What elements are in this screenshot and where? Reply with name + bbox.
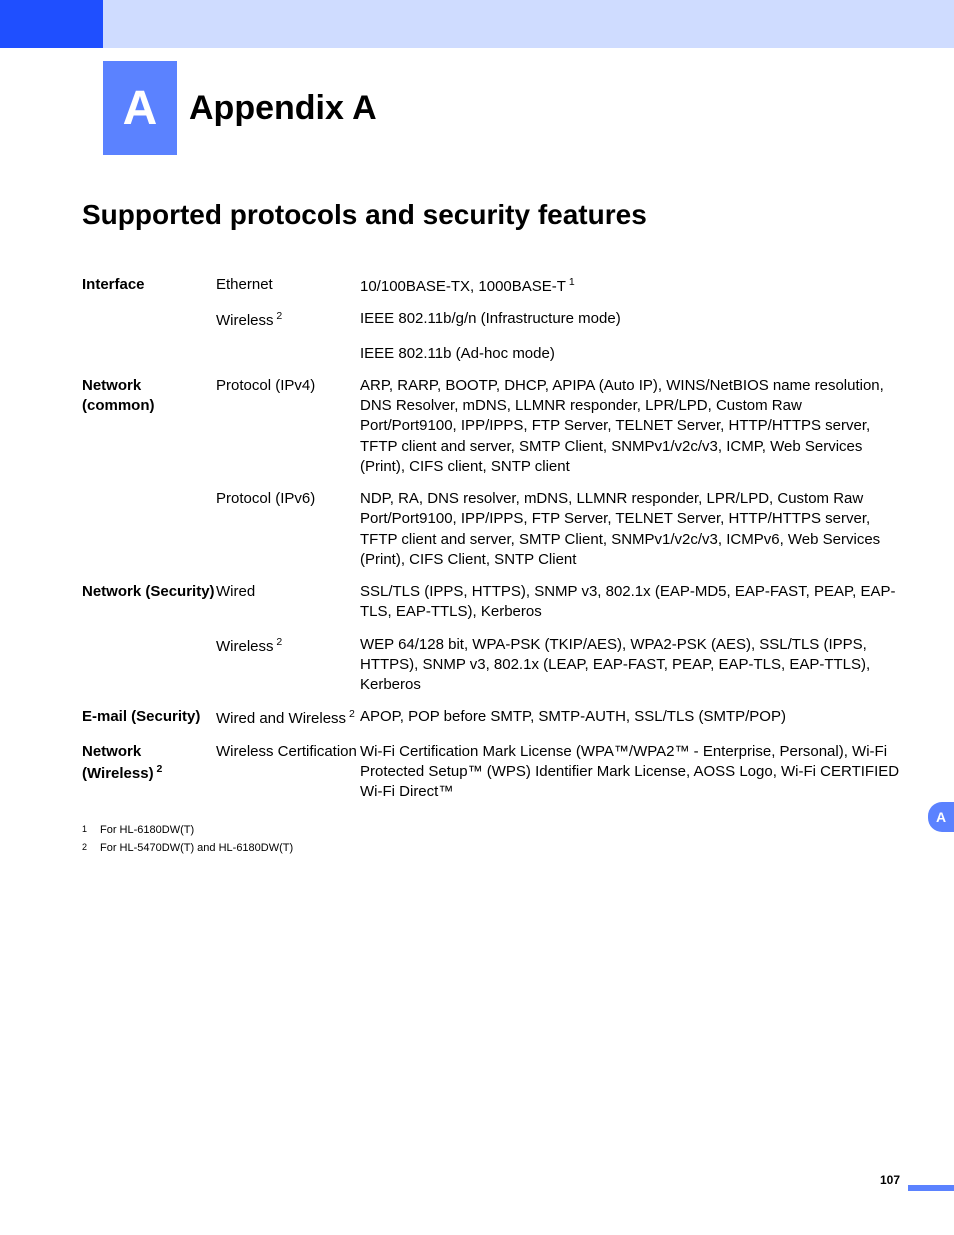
value-cell: NDP, RA, DNS resolver, mDNS, LLMNR respo…	[360, 489, 900, 570]
footnote-number: 1	[82, 824, 100, 836]
value-cell: 10/100BASE-TX, 1000BASE-T 1	[360, 275, 900, 297]
page-number-bar	[908, 1185, 954, 1191]
table-row: E-mail (Security)Wired and Wireless 2APO…	[82, 707, 900, 729]
header-blue-block	[0, 0, 103, 48]
side-tab: A	[928, 802, 954, 832]
category-cell	[82, 344, 216, 364]
appendix-badge: A	[103, 61, 177, 155]
value-cell: APOP, POP before SMTP, SMTP-AUTH, SSL/TL…	[360, 707, 900, 729]
subcategory-cell: Protocol (IPv6)	[216, 489, 360, 570]
footnote-text: For HL-6180DW(T)	[100, 824, 194, 836]
subcategory-cell: Wired	[216, 582, 360, 623]
category-cell	[82, 635, 216, 696]
header-bar	[0, 0, 954, 48]
page-content: A Appendix A Supported protocols and sec…	[0, 61, 954, 1235]
category-cell: E-mail (Security)	[82, 707, 216, 729]
section-heading: Supported protocols and security feature…	[82, 199, 954, 231]
category-cell: Interface	[82, 275, 216, 297]
table-row: Protocol (IPv6)NDP, RA, DNS resolver, mD…	[82, 489, 900, 570]
table-row: Network (Wireless) 2Wireless Certificati…	[82, 742, 900, 803]
footnote-text: For HL-5470DW(T) and HL-6180DW(T)	[100, 842, 293, 854]
table-row: InterfaceEthernet10/100BASE-TX, 1000BASE…	[82, 275, 900, 297]
subcategory-cell: Wireless 2	[216, 635, 360, 696]
footnote-number: 2	[82, 842, 100, 854]
table-row: IEEE 802.11b (Ad-hoc mode)	[82, 344, 900, 364]
title-row: A Appendix A	[103, 61, 954, 155]
table-row: Network (common)Protocol (IPv4)ARP, RARP…	[82, 376, 900, 477]
table-row: Wireless 2WEP 64/128 bit, WPA-PSK (TKIP/…	[82, 635, 900, 696]
header-light-block	[103, 0, 954, 48]
value-cell: WEP 64/128 bit, WPA-PSK (TKIP/AES), WPA2…	[360, 635, 900, 696]
value-cell: Wi-Fi Certification Mark License (WPA™/W…	[360, 742, 900, 803]
category-cell	[82, 489, 216, 570]
category-cell: Network (Wireless) 2	[82, 742, 216, 803]
value-cell: IEEE 802.11b/g/n (Infrastructure mode)	[360, 309, 900, 331]
spec-table: InterfaceEthernet10/100BASE-TX, 1000BASE…	[82, 275, 900, 814]
subcategory-cell: Wireless Certification	[216, 742, 360, 803]
value-cell: SSL/TLS (IPPS, HTTPS), SNMP v3, 802.1x (…	[360, 582, 900, 623]
page-number: 107	[880, 1173, 900, 1187]
appendix-title: Appendix A	[189, 89, 377, 128]
footnote: 2For HL-5470DW(T) and HL-6180DW(T)	[82, 842, 954, 854]
value-cell: IEEE 802.11b (Ad-hoc mode)	[360, 344, 900, 364]
table-row: Network (Security)WiredSSL/TLS (IPPS, HT…	[82, 582, 900, 623]
subcategory-cell: Wired and Wireless 2	[216, 707, 360, 729]
footnote: 1For HL-6180DW(T)	[82, 824, 954, 836]
table-row: Wireless 2IEEE 802.11b/g/n (Infrastructu…	[82, 309, 900, 331]
category-cell: Network (common)	[82, 376, 216, 477]
footnotes: 1For HL-6180DW(T)2For HL-5470DW(T) and H…	[82, 824, 954, 854]
value-cell: ARP, RARP, BOOTP, DHCP, APIPA (Auto IP),…	[360, 376, 900, 477]
subcategory-cell: Ethernet	[216, 275, 360, 297]
subcategory-cell: Protocol (IPv4)	[216, 376, 360, 477]
category-cell	[82, 309, 216, 331]
subcategory-cell: Wireless 2	[216, 309, 360, 331]
category-cell: Network (Security)	[82, 582, 216, 623]
subcategory-cell	[216, 344, 360, 364]
